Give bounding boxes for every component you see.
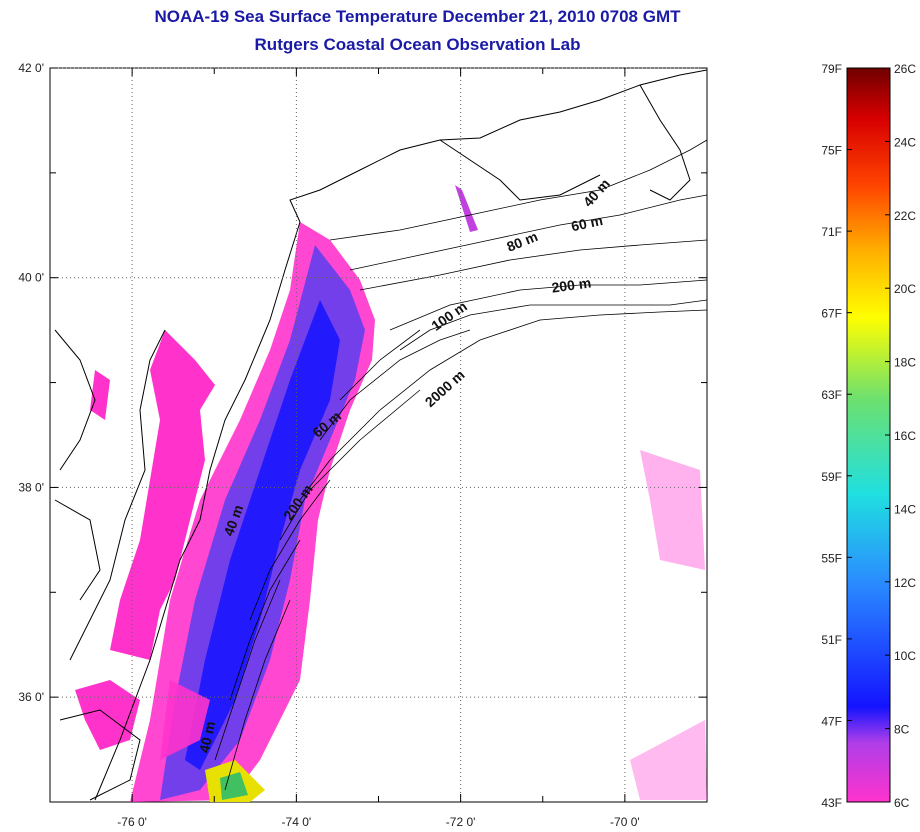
colorbar-f-label: 51F <box>821 633 842 647</box>
contour-label: 200 m <box>551 274 593 295</box>
lon-tick-label: -70 0' <box>610 815 640 829</box>
colorbar-c-label: 26C <box>894 62 916 76</box>
contour-label: 60 m <box>570 212 605 234</box>
bathymetry-contours <box>214 139 707 791</box>
colorbar-f-label: 71F <box>821 225 842 239</box>
lon-tick-label: -72 0' <box>446 815 476 829</box>
colorbar-f-label: 47F <box>821 714 842 728</box>
colorbar-c-label: 22C <box>894 209 916 223</box>
contour-label: 40 m <box>196 720 218 755</box>
colorbar-f-label: 43F <box>821 796 842 810</box>
colorbar <box>846 67 891 803</box>
tick-labels: 42 0' 40 0' 38 0' 36 0' -76 0' -74 0' -72 0' -7… <box>18 61 639 829</box>
colorbar-c-label: 6C <box>894 796 910 810</box>
colorbar-f-label: 59F <box>821 470 842 484</box>
map-frame <box>49 67 708 803</box>
colorbar-f-label: 79F <box>821 62 842 76</box>
lon-tick-label: -76 0' <box>117 815 147 829</box>
colorbar-c-label: 10C <box>894 649 916 663</box>
colorbar-f-label: 67F <box>821 307 842 321</box>
lat-tick-label: 38 0' <box>18 480 44 494</box>
coastline <box>54 69 707 801</box>
colorbar-f-label: 75F <box>821 144 842 158</box>
sst-imagery <box>75 185 707 802</box>
map-title: NOAA-19 Sea Surface Temperature December… <box>154 7 681 26</box>
map-subtitle: Rutgers Coastal Ocean Observation Lab <box>254 35 581 54</box>
colorbar-f-label: 55F <box>821 551 842 565</box>
colorbar-c-label: 18C <box>894 356 916 370</box>
colorbar-c-label: 8C <box>894 723 910 737</box>
colorbar-labels: 79F 75F 71F 67F 63F 59F 55F 51F 47F 43F 26C 24C 22C 2… <box>821 62 916 810</box>
graticule <box>49 67 707 803</box>
lon-tick-label: -74 0' <box>282 815 312 829</box>
colorbar-c-label: 12C <box>894 576 916 590</box>
colorbar-f-label: 63F <box>821 388 842 402</box>
lat-tick-label: 36 0' <box>18 690 44 704</box>
lat-tick-label: 40 0' <box>18 271 44 285</box>
lat-tick-label: 42 0' <box>18 61 44 75</box>
colorbar-c-label: 20C <box>894 282 916 296</box>
colorbar-c-label: 24C <box>894 135 916 149</box>
colorbar-c-label: 16C <box>894 429 916 443</box>
colorbar-c-label: 14C <box>894 502 916 516</box>
